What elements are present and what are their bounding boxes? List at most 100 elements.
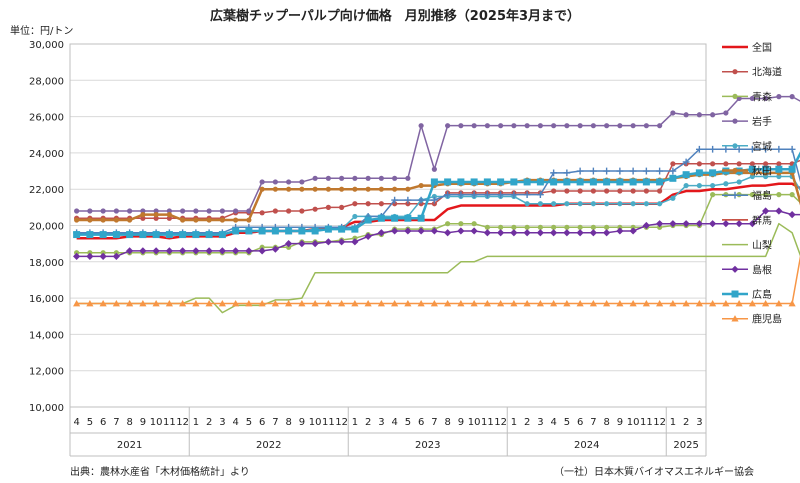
legend-marker [731, 290, 739, 298]
data-point [563, 229, 571, 237]
series-line [76, 182, 800, 240]
data-point [524, 201, 530, 207]
series-line [76, 210, 800, 258]
data-point [604, 123, 610, 129]
x-tick-label: 10 [150, 417, 163, 428]
x-tick-label: 3 [696, 417, 702, 428]
data-point [763, 161, 769, 167]
data-point [669, 167, 677, 175]
data-point [483, 299, 491, 307]
data-point [551, 123, 557, 129]
data-point [418, 123, 424, 129]
data-point [577, 224, 583, 230]
data-point [298, 299, 306, 307]
data-point [245, 299, 253, 307]
data-point [709, 220, 717, 228]
data-point [590, 188, 596, 194]
data-point [510, 178, 518, 186]
legend-item: 宮城 [722, 140, 772, 153]
legend-label: 群馬 [752, 214, 772, 227]
data-point [682, 171, 690, 179]
data-point [643, 201, 649, 207]
data-point [378, 201, 384, 207]
data-point [444, 178, 452, 186]
series-line [76, 171, 800, 222]
data-point [683, 112, 689, 118]
data-point [140, 215, 146, 221]
data-point [616, 167, 624, 175]
data-point [417, 214, 425, 222]
data-point [589, 178, 597, 186]
data-point [271, 245, 279, 253]
data-point [511, 224, 517, 230]
data-point [232, 299, 240, 307]
year-label: 2023 [415, 440, 440, 451]
data-point [180, 208, 186, 214]
data-point [325, 204, 331, 210]
data-point [537, 123, 543, 129]
data-point [576, 299, 584, 307]
x-tick-label: 10 [468, 417, 481, 428]
data-point [127, 208, 133, 214]
data-point [788, 211, 796, 219]
x-tick-label: 4 [550, 417, 556, 428]
x-tick-label: 3 [378, 417, 384, 428]
data-point [246, 208, 252, 214]
legend-item: 福島 [722, 189, 772, 202]
series-12 [73, 255, 800, 307]
data-point [259, 179, 265, 185]
data-point [193, 208, 199, 214]
data-point [564, 188, 570, 194]
data-point [656, 299, 664, 307]
data-point [192, 299, 200, 307]
data-point [657, 201, 663, 207]
data-point [523, 178, 531, 186]
data-point [470, 299, 478, 307]
legend-item: 全国 [722, 41, 772, 54]
data-point [670, 110, 676, 116]
data-point [616, 178, 624, 186]
legend-item: 北海道 [722, 66, 782, 79]
legend-marker [731, 315, 739, 322]
credit-note: （一社）日本木質バイオマスエネルギー協会 [554, 465, 754, 478]
data-point [285, 240, 293, 248]
series-3 [74, 192, 800, 256]
legend-item: 広島 [722, 288, 772, 301]
x-tick-label: 5 [564, 417, 570, 428]
data-point [205, 247, 213, 255]
data-point [233, 208, 239, 214]
data-point [431, 166, 437, 172]
data-point [563, 299, 571, 307]
data-point [113, 208, 119, 214]
year-label: 2024 [574, 440, 599, 451]
x-tick-label: 11 [640, 417, 653, 428]
data-point [311, 240, 319, 248]
legend-label: 全国 [752, 41, 772, 54]
data-point [365, 201, 371, 207]
series-line [76, 193, 800, 254]
data-point [590, 201, 596, 207]
data-point [749, 173, 755, 180]
data-point [723, 161, 729, 167]
data-point [471, 221, 477, 227]
data-point [524, 224, 530, 230]
data-point [551, 224, 557, 230]
data-point [589, 229, 597, 237]
data-point [325, 175, 331, 181]
data-point [576, 229, 584, 237]
data-point [523, 229, 531, 237]
data-point [258, 247, 266, 255]
x-tick-label: 12 [176, 417, 189, 428]
data-point [430, 178, 438, 186]
data-point [377, 299, 385, 307]
data-point [352, 186, 358, 192]
data-point [537, 224, 543, 230]
data-point [537, 201, 543, 207]
data-point [642, 221, 650, 230]
x-axis: 4 5 6 7 8 9 10 11 12 1 2 3 4 5 6 7 8 9 10 11 12 1 2 3 4 5 6 7 8 9 10 11… [69, 407, 707, 457]
data-point [617, 201, 623, 207]
data-point [551, 188, 557, 194]
data-point [483, 191, 491, 199]
